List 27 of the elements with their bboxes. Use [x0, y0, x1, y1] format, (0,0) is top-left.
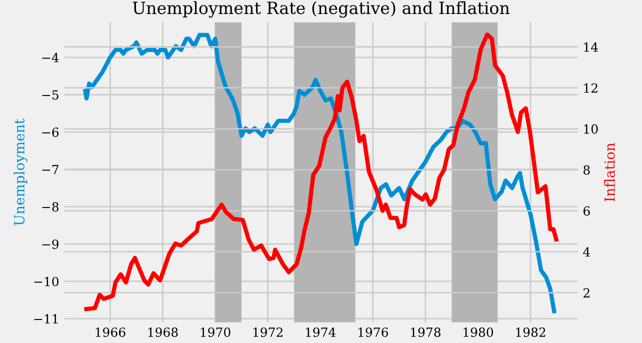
x-tick-label: 1976 [358, 328, 388, 337]
y-tick-label: −5 [42, 90, 58, 100]
y-tick-label: −7 [42, 165, 58, 174]
x-tick-label: 1974 [306, 328, 336, 337]
y-axis-title: Unemployment [14, 118, 28, 226]
x-tick-label: 1982 [516, 328, 546, 337]
x-tick-label: 1978 [411, 328, 440, 337]
x-tick-label: 1970 [200, 328, 230, 337]
y-tick-label: −8 [42, 202, 58, 212]
x-tick-label: 1966 [96, 328, 126, 337]
y-tick-label: −4 [42, 52, 59, 62]
y-tick-label: −11 [34, 314, 58, 324]
y2-tick-label: 12 [584, 83, 598, 93]
chart-title: Unemployment Rate (negative) and Inflation [132, 1, 510, 18]
y2-tick-label: 10 [584, 124, 598, 134]
y2-axis-title: Inflation [604, 142, 615, 202]
y-tick-label: −10 [34, 276, 59, 286]
y2-tick-label: 14 [584, 42, 598, 52]
x-tick-label: 1972 [253, 328, 282, 337]
y-tick-label: −9 [42, 240, 58, 249]
y2-tick-label: 8 [583, 165, 590, 175]
x-tick-label: 1980 [464, 328, 494, 337]
x-tick-label: 1968 [148, 328, 178, 337]
y2-tick-label: 4 [583, 247, 590, 256]
y-tick-label: −6 [42, 128, 59, 137]
y2-tick-label: 2 [584, 288, 590, 298]
y2-tick-label: 6 [583, 206, 590, 216]
